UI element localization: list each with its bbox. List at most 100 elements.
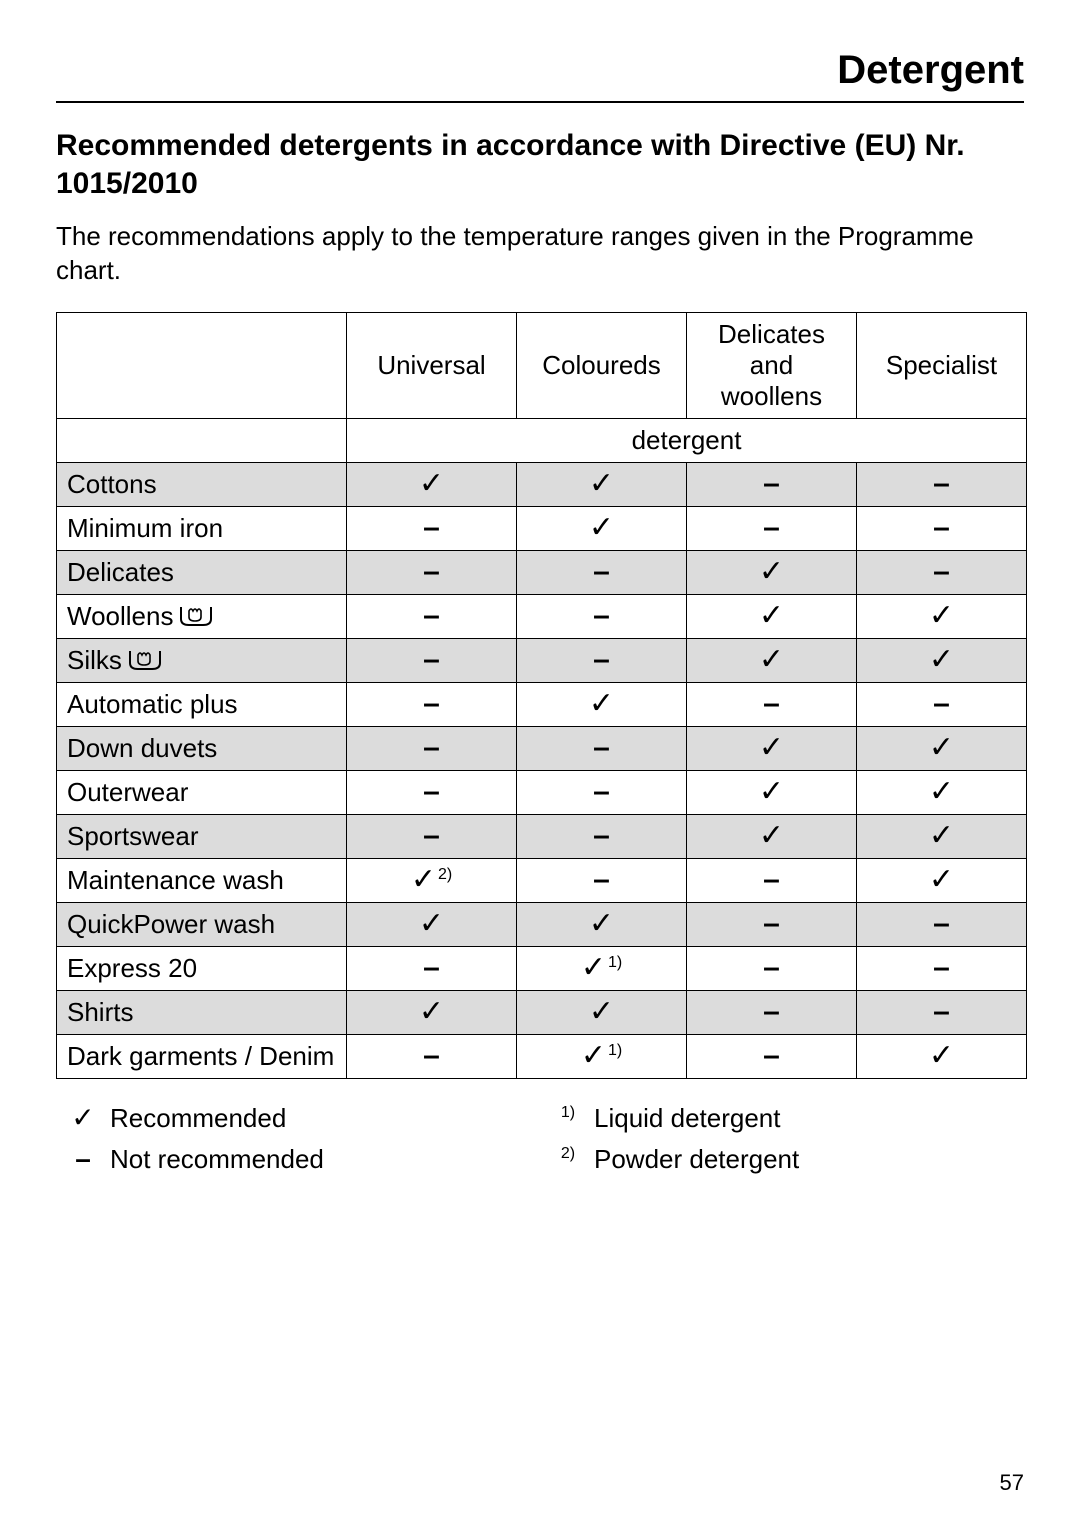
legend-check-icon: ✓ (56, 1103, 110, 1134)
check-icon: ✓ (589, 511, 614, 544)
table-cell: ✓ (857, 770, 1027, 814)
table-cell: – (687, 1034, 857, 1078)
table-head: Universal Coloureds Delicates and woolle… (57, 312, 1027, 462)
table-cell: – (347, 638, 517, 682)
header-coloureds: Coloureds (517, 312, 687, 418)
dash-icon: – (593, 643, 610, 676)
table-cell: – (857, 682, 1027, 726)
dash-icon: – (593, 731, 610, 764)
table-cell: – (857, 462, 1027, 506)
programme-name: Silks (57, 638, 347, 682)
table-cell: ✓ (857, 638, 1027, 682)
table-cell: – (687, 682, 857, 726)
programme-name: Woollens (57, 594, 347, 638)
table-row: QuickPower wash✓✓–– (57, 902, 1027, 946)
table-cell: – (347, 814, 517, 858)
table-cell: – (347, 946, 517, 990)
dash-icon: – (423, 1039, 440, 1072)
legend-row: – Not recommended (56, 1144, 540, 1175)
table-cell: ✓ (857, 814, 1027, 858)
table-cell: – (347, 1034, 517, 1078)
table-cell: ✓ (857, 726, 1027, 770)
dash-icon: – (933, 907, 950, 940)
legend-text: Not recommended (110, 1144, 324, 1175)
dash-icon: – (763, 511, 780, 544)
programme-name: Down duvets (57, 726, 347, 770)
table-cell: – (517, 814, 687, 858)
page: Detergent Recommended detergents in acco… (0, 0, 1080, 1532)
dash-icon: – (423, 643, 440, 676)
table-cell: – (857, 946, 1027, 990)
table-row: Outerwear––✓✓ (57, 770, 1027, 814)
header-specialist: Specialist (857, 312, 1027, 418)
dash-icon: – (593, 555, 610, 588)
dash-icon: – (763, 687, 780, 720)
table-cell: – (517, 550, 687, 594)
table-cell: – (687, 990, 857, 1034)
table-row: Express 20–✓1)–– (57, 946, 1027, 990)
table-cell: ✓ (687, 638, 857, 682)
table-cell: ✓ (857, 594, 1027, 638)
check-icon: ✓ (929, 863, 954, 896)
check-icon: ✓ (929, 599, 954, 632)
programme-name: Outerwear (57, 770, 347, 814)
dash-icon: – (593, 599, 610, 632)
subheader-blank (57, 418, 347, 462)
handwash-icon (128, 647, 162, 673)
check-icon: ✓ (419, 467, 444, 500)
check-icon: ✓ (929, 775, 954, 808)
legend-dash-icon: – (56, 1144, 110, 1175)
programme-name: QuickPower wash (57, 902, 347, 946)
check-icon: ✓ (589, 995, 614, 1028)
table-cell: – (517, 594, 687, 638)
table-cell: ✓ (687, 814, 857, 858)
table-cell: ✓ (857, 1034, 1027, 1078)
legend-row: 2) Powder detergent (540, 1144, 1024, 1175)
check-icon: ✓ (581, 951, 606, 984)
table-cell: – (347, 726, 517, 770)
programme-name: Shirts (57, 990, 347, 1034)
check-icon: ✓ (419, 995, 444, 1028)
programme-name: Sportswear (57, 814, 347, 858)
check-icon: ✓ (589, 687, 614, 720)
check-icon: ✓ (929, 819, 954, 852)
check-icon: ✓ (589, 907, 614, 940)
programme-name: Minimum iron (57, 506, 347, 550)
dash-icon: – (763, 1039, 780, 1072)
table-cell: – (857, 506, 1027, 550)
check-icon: ✓ (759, 819, 784, 852)
table-cell: ✓ (517, 902, 687, 946)
table-cell: – (347, 550, 517, 594)
dash-icon: – (423, 687, 440, 720)
header-blank (57, 312, 347, 418)
table-cell: – (687, 946, 857, 990)
dash-icon: – (423, 731, 440, 764)
check-icon: ✓ (759, 775, 784, 808)
dash-icon: – (933, 555, 950, 588)
legend-footnote-1: 1) (540, 1103, 594, 1134)
check-icon: ✓ (759, 643, 784, 676)
table-cell: ✓ (687, 770, 857, 814)
dash-icon: – (423, 555, 440, 588)
legend: ✓ Recommended – Not recommended 1) Liqui… (56, 1103, 1024, 1185)
detergent-table: Universal Coloureds Delicates and woolle… (56, 312, 1027, 1079)
table-cell: – (687, 462, 857, 506)
dash-icon: – (593, 819, 610, 852)
subheader-detergent: detergent (347, 418, 1027, 462)
dash-icon: – (763, 951, 780, 984)
dash-icon: – (423, 775, 440, 808)
table-cell: – (347, 682, 517, 726)
table-subheader-row: detergent (57, 418, 1027, 462)
page-number: 57 (1000, 1470, 1024, 1496)
table-cell: – (857, 990, 1027, 1034)
programme-name: Cottons (57, 462, 347, 506)
dash-icon: – (933, 951, 950, 984)
table-cell: – (517, 638, 687, 682)
table-cell: – (517, 726, 687, 770)
table-cell: ✓ (517, 506, 687, 550)
table-cell: – (347, 770, 517, 814)
legend-text: Recommended (110, 1103, 286, 1134)
check-icon: ✓ (581, 1039, 606, 1072)
legend-text: Powder detergent (594, 1144, 799, 1175)
table-cell: ✓ (517, 990, 687, 1034)
